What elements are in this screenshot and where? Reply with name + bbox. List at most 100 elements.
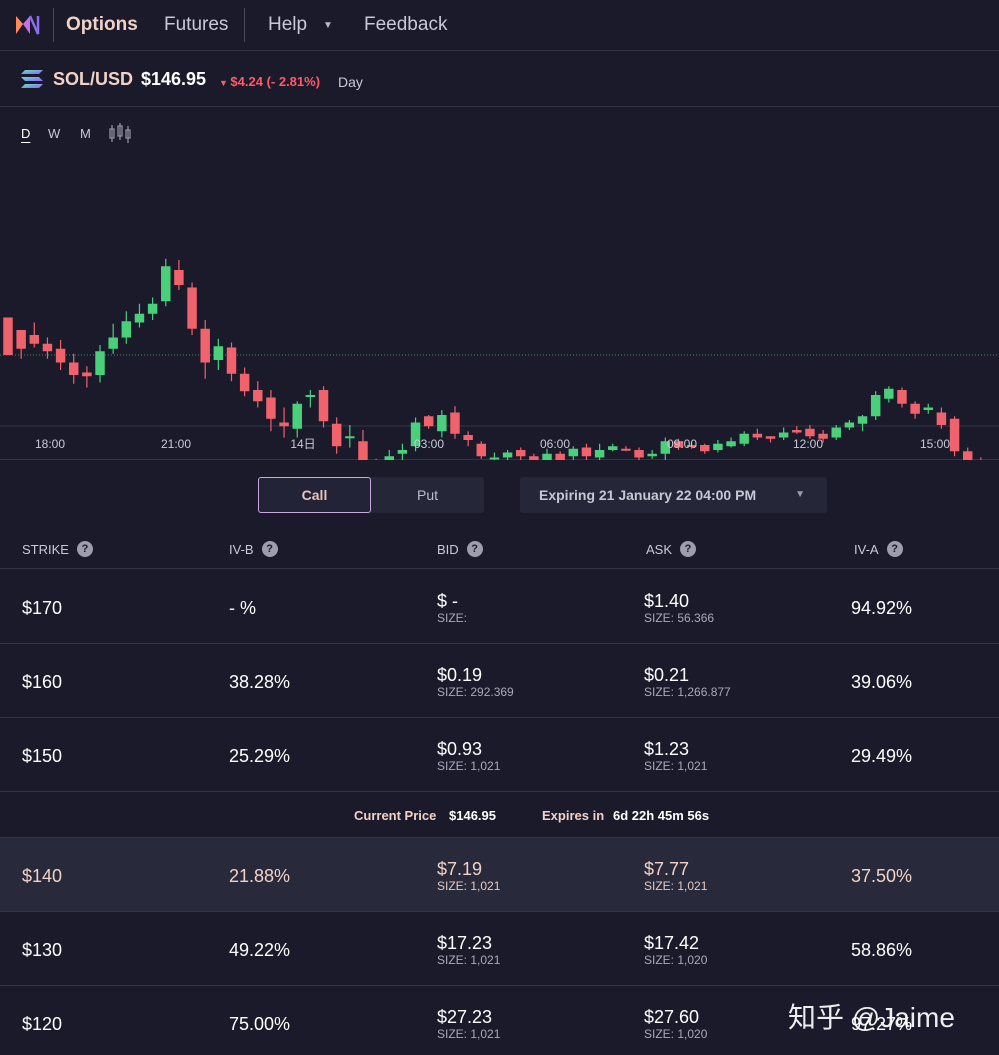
candle-body xyxy=(318,390,329,422)
help-icon[interactable]: ? xyxy=(261,541,278,557)
ticker-bar: SOL/USD $146.95 ▼ $4.24 (- 2.81%) Day xyxy=(0,52,999,107)
ticker-pair[interactable]: SOL/USD xyxy=(53,69,134,89)
ask-price: $0.21 xyxy=(644,665,690,685)
ask-size: SIZE: 1,020 xyxy=(644,953,708,967)
candle-body xyxy=(266,397,276,419)
bid-cell[interactable]: $0.19 SIZE: 292.369 xyxy=(437,665,514,699)
candle-body xyxy=(42,343,53,352)
bid-cell[interactable]: $ - SIZE: xyxy=(437,591,467,625)
candle-body xyxy=(686,445,697,447)
ask-price: $7.77 xyxy=(644,859,690,879)
nav-divider xyxy=(244,8,245,42)
expiry-label: Expiring 21 January 22 04:00 PM xyxy=(539,487,757,503)
expiry-select[interactable]: Expiring 21 January 22 04:00 PM ▼ xyxy=(520,477,827,513)
candle-body xyxy=(69,362,79,375)
candle-body xyxy=(358,441,368,460)
option-row[interactable]: $120 75.00% $27.23 SIZE: 1,021 $27.60 SI… xyxy=(0,986,999,1055)
ask-cell[interactable]: $7.77 SIZE: 1,021 xyxy=(644,859,707,893)
price-chart[interactable]: 18:00 21:00 14日 03:00 06:00 09:00 12:00 15:00 D… xyxy=(0,108,999,460)
help-icon[interactable]: ? xyxy=(886,541,903,557)
candle-body xyxy=(55,348,66,363)
candle-body xyxy=(437,415,447,432)
iv-a-cell: 94.92% xyxy=(851,598,913,618)
bid-cell[interactable]: $7.19 SIZE: 1,021 xyxy=(437,859,500,893)
timeframe-week[interactable]: W xyxy=(48,126,61,141)
header-bid: BID ? xyxy=(437,541,483,557)
options-table-header: STRIKE ? IV-B ? BID ? ASK ? IV-A ? xyxy=(0,535,999,569)
ask-cell[interactable]: $0.21 SIZE: 1,266.877 xyxy=(644,665,731,699)
bid-cell[interactable]: $17.23 SIZE: 1,021 xyxy=(437,933,500,967)
help-icon[interactable]: ? xyxy=(680,541,697,557)
x-tick-label: 03:00 xyxy=(414,437,444,451)
candle-body xyxy=(147,303,158,314)
ask-cell[interactable]: $17.42 SIZE: 1,020 xyxy=(644,933,707,967)
iv-a-cell: 97.27% xyxy=(851,1014,913,1034)
app-logo-icon[interactable] xyxy=(14,13,42,37)
ask-cell[interactable]: $1.23 SIZE: 1,021 xyxy=(644,739,707,773)
top-nav: Options Futures Help ▼ Feedback xyxy=(0,0,999,51)
candle-body xyxy=(844,422,855,428)
header-iv-a: IV-A ? xyxy=(854,541,903,557)
header-ask: ASK ? xyxy=(646,541,697,557)
nav-item-help[interactable]: Help xyxy=(268,14,308,35)
option-row[interactable]: $130 49.22% $17.23 SIZE: 1,021 $17.42 SI… xyxy=(0,912,999,986)
bid-cell[interactable]: $0.93 SIZE: 1,021 xyxy=(437,739,500,773)
candle-body xyxy=(831,427,841,438)
help-dropdown-caret-icon[interactable]: ▼ xyxy=(323,20,333,31)
candle-body xyxy=(305,395,316,397)
candle-body xyxy=(384,456,394,460)
help-icon[interactable]: ? xyxy=(76,541,93,557)
ask-price: $1.40 xyxy=(644,591,690,611)
candle-body xyxy=(134,313,145,323)
candle-body xyxy=(410,422,421,447)
candle-body xyxy=(29,335,40,344)
candle-body xyxy=(884,388,894,399)
candle-body xyxy=(726,441,736,447)
candle-body xyxy=(463,435,473,440)
timeframe-day[interactable]: D xyxy=(21,126,31,141)
candle-body xyxy=(608,446,618,450)
candlestick-style-icon[interactable] xyxy=(108,122,132,144)
strike-cell: $160 xyxy=(22,672,63,692)
call-put-toggle: Call Put xyxy=(258,477,484,513)
candle-body xyxy=(739,433,749,444)
candle-body xyxy=(910,403,920,414)
option-row[interactable]: $160 38.28% $0.19 SIZE: 292.369 $0.21 SI… xyxy=(0,644,999,718)
option-row-in-the-money[interactable]: $140 21.88% $7.19 SIZE: 1,021 $7.77 SIZE… xyxy=(0,838,999,912)
call-button[interactable]: Call xyxy=(258,477,371,513)
ticker-price: $146.95 xyxy=(141,69,207,89)
ask-cell[interactable]: $1.40 SIZE: 56.366 xyxy=(644,591,714,625)
header-iv-a-label: IV-A xyxy=(854,541,879,557)
candle-body xyxy=(555,453,565,460)
down-arrow-icon: ▼ xyxy=(219,78,231,88)
nav-item-options[interactable]: Options xyxy=(66,14,138,35)
x-tick-label: 12:00 xyxy=(793,437,823,451)
x-tick-label: 06:00 xyxy=(540,437,570,451)
candle-body xyxy=(476,443,487,457)
iv-a-cell: 37.50% xyxy=(851,866,913,886)
candle-body xyxy=(542,453,552,460)
option-row[interactable]: $170 - % $ - SIZE: $1.40 SIZE: 56.366 94… xyxy=(0,570,999,644)
candle-body xyxy=(962,451,973,460)
timeframe-month[interactable]: M xyxy=(80,126,91,141)
x-tick-label: 18:00 xyxy=(35,437,65,451)
candle-body xyxy=(239,373,250,392)
ticker-change-value: $4.24 (- 2.81%) xyxy=(230,74,321,89)
candle-body xyxy=(818,433,828,439)
bid-cell[interactable]: $27.23 SIZE: 1,021 xyxy=(437,1007,500,1041)
candle-body xyxy=(568,448,579,457)
help-icon[interactable]: ? xyxy=(466,541,483,557)
x-tick-label: 14日 xyxy=(290,437,315,451)
ask-size: SIZE: 1,020 xyxy=(644,1027,708,1041)
nav-item-feedback[interactable]: Feedback xyxy=(364,14,448,35)
ask-cell[interactable]: $27.60 SIZE: 1,020 xyxy=(644,1007,707,1041)
strike-cell: $170 xyxy=(22,598,63,618)
current-price-bar: Current Price $146.95 Expires in 6d 22h … xyxy=(0,792,999,838)
candlestick-chart[interactable]: 18:00 21:00 14日 03:00 06:00 09:00 12:00 15:00 xyxy=(0,108,999,460)
candle-body xyxy=(213,346,224,360)
option-row[interactable]: $150 25.29% $0.93 SIZE: 1,021 $1.23 SIZE… xyxy=(0,718,999,792)
candle-body xyxy=(752,433,763,438)
iv-a-cell: 39.06% xyxy=(851,672,913,692)
put-button[interactable]: Put xyxy=(416,487,438,503)
nav-item-futures[interactable]: Futures xyxy=(164,14,229,35)
